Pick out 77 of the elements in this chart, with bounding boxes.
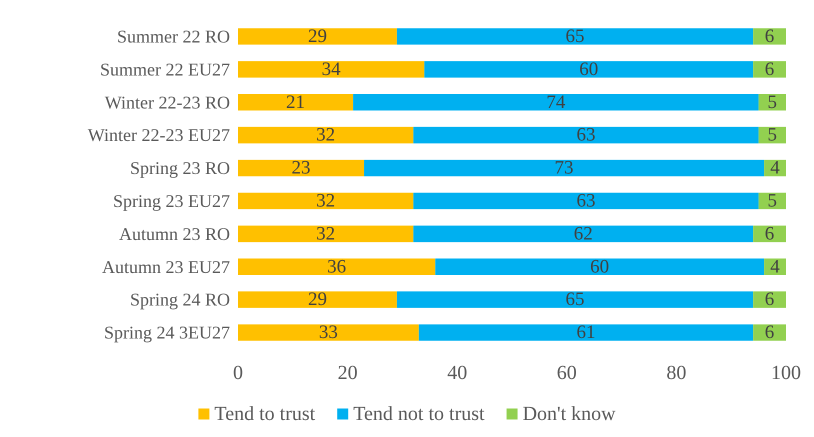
y-tick-label: Summer 22 RO <box>116 26 230 46</box>
data-label: 60 <box>579 58 598 80</box>
data-label: 29 <box>308 289 327 310</box>
data-label: 4 <box>770 256 780 278</box>
x-tick-label: 20 <box>338 362 358 384</box>
legend-label: Tend to trust <box>214 403 316 425</box>
bar <box>753 291 786 308</box>
x-tick-label: 100 <box>771 362 801 384</box>
bar <box>364 160 764 176</box>
bar <box>238 291 397 308</box>
data-label: 21 <box>286 92 306 113</box>
bar <box>413 192 759 210</box>
bar <box>413 226 754 242</box>
bar <box>758 126 786 144</box>
data-label: 23 <box>292 158 311 179</box>
data-label: 65 <box>566 26 585 47</box>
bar <box>758 192 786 210</box>
y-tick-label: Spring 23 RO <box>130 158 230 178</box>
data-label: 33 <box>318 322 338 344</box>
data-label: 61 <box>576 322 596 344</box>
bar <box>238 226 414 242</box>
bar <box>413 126 759 144</box>
data-label: 73 <box>554 158 574 179</box>
y-tick-label: Summer 22 EU27 <box>100 59 230 80</box>
legend-label: Tend not to trust <box>353 403 486 425</box>
data-label: 6 <box>764 322 774 344</box>
data-label: 6 <box>764 26 774 47</box>
y-tick-label: Spring 24 RO <box>130 290 230 310</box>
y-tick-label: Winter 22-23 RO <box>104 92 230 112</box>
bar <box>753 28 786 45</box>
bar <box>238 192 414 210</box>
bar <box>753 226 786 242</box>
data-label: 32 <box>316 124 336 146</box>
data-label: 32 <box>316 223 336 244</box>
bar <box>238 61 424 78</box>
bar <box>753 61 786 78</box>
data-label: 65 <box>566 289 585 310</box>
data-label: 6 <box>764 289 774 310</box>
y-tick-label: Spring 23 EU27 <box>113 190 230 211</box>
x-tick-label: 40 <box>447 362 468 384</box>
y-tick-label: Autumn 23 EU27 <box>102 256 230 277</box>
data-label: 62 <box>574 223 593 244</box>
bar <box>418 324 754 341</box>
data-label: 36 <box>327 256 346 278</box>
bar <box>396 291 754 308</box>
bar <box>238 126 414 144</box>
bar <box>435 258 764 275</box>
y-tick-label: Spring 24 3EU27 <box>104 322 230 343</box>
bar <box>238 160 364 176</box>
data-label: 5 <box>768 92 778 113</box>
bar <box>238 258 436 275</box>
data-label: 4 <box>770 158 780 179</box>
data-label: 34 <box>322 58 342 80</box>
x-tick-label: 0 <box>233 362 243 384</box>
x-tick-label: 60 <box>556 362 577 384</box>
data-label: 5 <box>768 190 778 212</box>
bar <box>353 94 759 110</box>
data-label: 29 <box>308 26 327 47</box>
bar <box>753 324 786 341</box>
bar <box>758 94 786 110</box>
bar <box>238 28 397 45</box>
bar <box>424 61 754 78</box>
data-label: 63 <box>576 190 596 212</box>
data-label: 63 <box>576 124 596 146</box>
data-label: 5 <box>768 124 778 146</box>
data-label: 6 <box>764 58 774 80</box>
data-label: 60 <box>590 256 610 278</box>
bar <box>238 94 354 110</box>
data-label: 74 <box>546 92 566 113</box>
y-tick-label: Autumn 23 RO <box>118 224 230 244</box>
y-tick-label: Winter 22-23 EU27 <box>88 125 230 146</box>
bar <box>396 28 754 45</box>
data-label: 6 <box>764 223 774 244</box>
bar <box>238 324 419 341</box>
legend-label: Don't know <box>522 403 616 425</box>
data-label: 32 <box>316 190 336 212</box>
x-tick-label: 80 <box>666 362 686 384</box>
